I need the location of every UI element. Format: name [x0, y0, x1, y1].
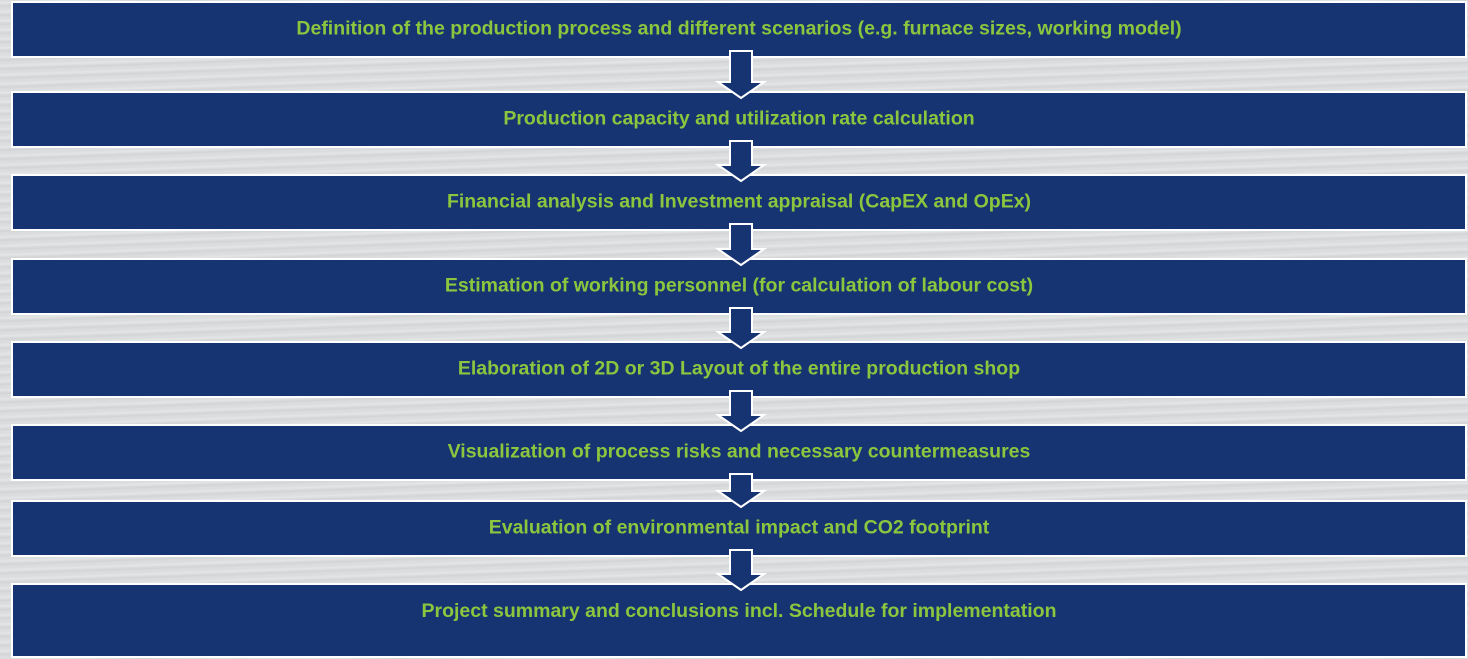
- step-label: Financial analysis and Investment apprai…: [447, 191, 1031, 213]
- step-box: [11, 341, 1467, 398]
- step-box: [11, 174, 1467, 231]
- arrow: [714, 223, 768, 267]
- arrows: [714, 50, 768, 592]
- step-label: Estimation of working personnel (for cal…: [445, 275, 1033, 297]
- steps: Definition of the production process and…: [11, 1, 1467, 658]
- step-box: [11, 500, 1467, 557]
- arrow: [714, 549, 768, 592]
- step-label: Definition of the production process and…: [296, 18, 1181, 40]
- step-label: Evaluation of environmental impact and C…: [489, 517, 990, 539]
- step-label: Elaboration of 2D or 3D Layout of the en…: [458, 358, 1020, 380]
- arrow: [714, 473, 768, 509]
- step-label: Project summary and conclusions incl. Sc…: [422, 600, 1057, 622]
- step-box: [11, 1, 1467, 58]
- arrow: [714, 140, 768, 183]
- step-box: [11, 424, 1467, 481]
- arrow: [714, 50, 768, 100]
- arrow: [714, 307, 768, 350]
- step-label: Production capacity and utilization rate…: [503, 108, 974, 130]
- arrow: [714, 390, 768, 433]
- step-label: Visualization of process risks and neces…: [448, 441, 1031, 463]
